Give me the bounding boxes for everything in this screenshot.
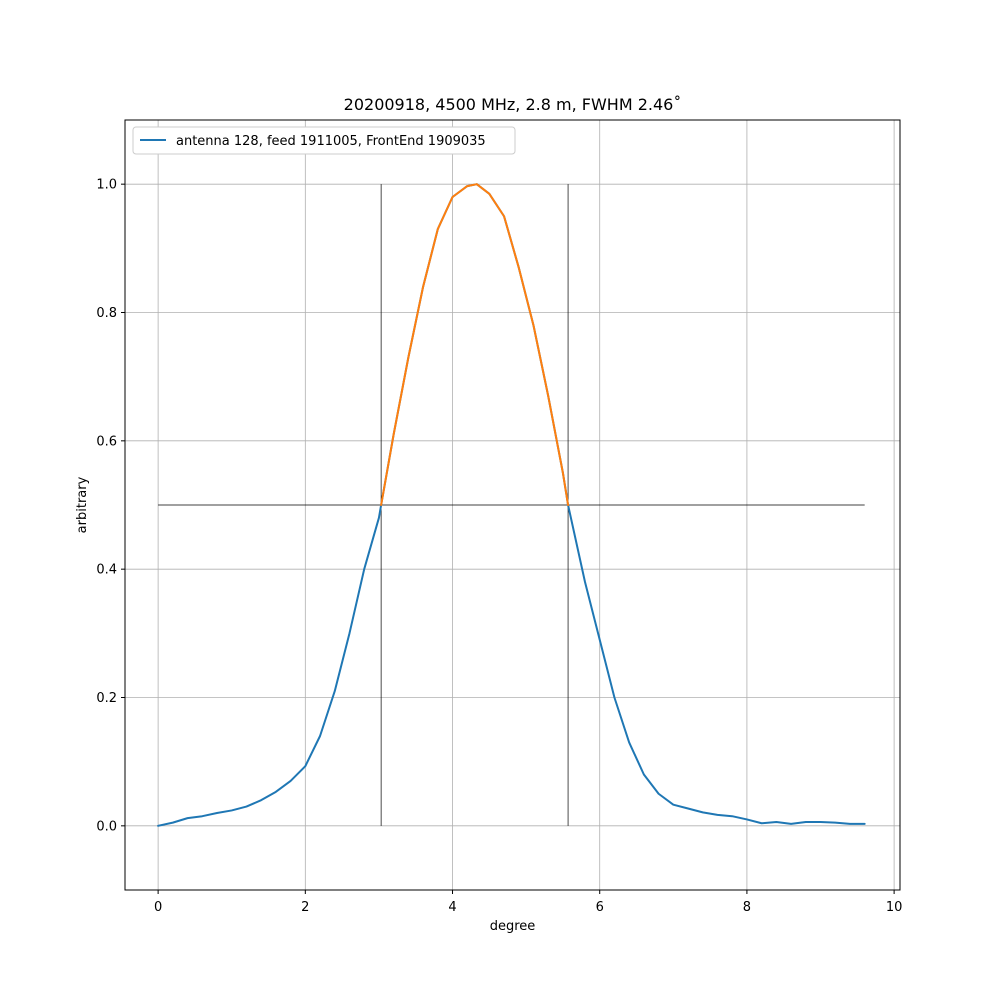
x-tick-label: 8 [743,900,751,915]
series-layer [157,183,866,827]
y-tick-label: 0.0 [96,819,117,834]
y-axis-ticks: 0.0 0.2 0.4 0.6 0.8 1.0 [96,178,125,834]
x-tick-label: 4 [448,900,456,915]
y-axis-label: arbitrary [75,476,90,533]
series-line-fwhm-segment [380,183,570,506]
plot-frame [124,119,901,891]
y-tick-label: 0.6 [96,434,117,449]
legend-entry-label: antenna 128, feed 1911005, FrontEnd 1909… [176,134,486,149]
y-tick-label: 0.8 [96,306,117,321]
x-tick-label: 6 [596,900,604,915]
x-tick-label: 2 [301,900,309,915]
x-axis-ticks: 0 2 4 6 8 10 [154,890,902,915]
legend: antenna 128, feed 1911005, FrontEnd 1909… [132,126,516,155]
x-tick-label: 10 [886,900,903,915]
y-tick-label: 1.0 [96,178,117,193]
y-tick-label: 0.4 [96,563,117,578]
x-tick-label: 0 [154,900,162,915]
chart-title: 20200918, 4500 MHz, 2.8 m, FWHM 2.46˚ [344,95,682,114]
y-tick-label: 0.2 [96,691,117,706]
x-axis-label: degree [490,919,536,934]
legend-box [132,126,516,155]
